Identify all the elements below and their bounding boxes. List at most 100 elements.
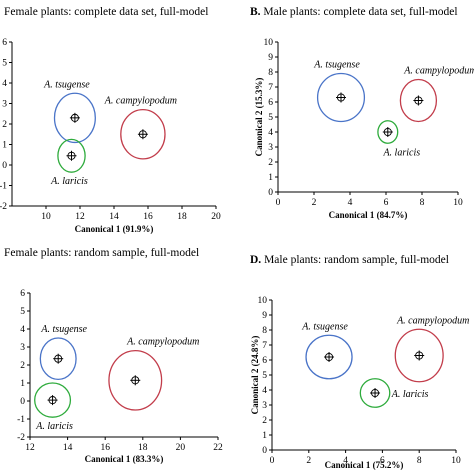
panel-title: D. Male plants: random sample, full-mode… xyxy=(250,254,449,266)
y-tick-label: -1 xyxy=(0,182,7,192)
y-tick-label: 6 xyxy=(20,289,25,299)
x-tick-label: 16 xyxy=(100,443,110,453)
y-tick-label: 0 xyxy=(268,188,273,198)
group-label: A. laricis xyxy=(35,421,73,432)
panel-2: B. Male plants: complete data set, full-… xyxy=(250,6,474,220)
x-tick-label: 20 xyxy=(176,443,186,453)
y-tick-label: 6 xyxy=(268,98,273,108)
y-tick-label: 7 xyxy=(268,83,273,93)
confidence-ellipse xyxy=(34,382,72,418)
x-tick-label: 8 xyxy=(420,198,425,208)
x-tick-label: 8 xyxy=(417,456,422,466)
panel-4: D. Male plants: random sample, full-mode… xyxy=(250,254,469,470)
y-tick-label: -1 xyxy=(17,415,25,425)
x-tick-label: 6 xyxy=(380,456,385,466)
group-label: A. tsugense xyxy=(313,60,360,71)
x-tick-label: 12 xyxy=(75,212,85,222)
x-tick-label: 2 xyxy=(306,456,311,466)
y-tick-label: 8 xyxy=(268,68,273,78)
group-label: A. laricis xyxy=(382,147,420,158)
group-label: A. campylopodum xyxy=(396,315,469,326)
group-label: A. tsugense xyxy=(301,321,348,332)
x-axis-label: Canonical 1 (91.9%) xyxy=(75,224,154,234)
x-axis-label: Canonical 1 (83.3%) xyxy=(85,454,164,464)
y-tick-label: 6 xyxy=(262,356,267,366)
confidence-ellipse xyxy=(57,138,86,173)
panel-letter: D. xyxy=(250,254,261,266)
x-tick-label: 10 xyxy=(453,198,463,208)
x-axis-label: Canonical 1 (75.2%) xyxy=(325,460,404,470)
y-tick-label: 2 xyxy=(262,416,267,426)
group-label: A. laricis xyxy=(50,176,88,187)
y-tick-label: 10 xyxy=(264,38,274,48)
x-tick-label: 18 xyxy=(138,443,148,453)
x-axis-label: Canonical 1 (84.7%) xyxy=(329,210,408,220)
y-axis-label: Canonical 2 (15.3%) xyxy=(254,78,264,157)
x-tick-label: 20 xyxy=(211,212,221,222)
x-tick-label: 10 xyxy=(451,456,461,466)
group-label: A. campylopodum xyxy=(104,96,177,107)
y-tick-label: 2 xyxy=(20,361,25,371)
x-tick-label: 4 xyxy=(343,456,348,466)
y-tick-label: 6 xyxy=(2,38,7,48)
panel-title-text: Female plants: complete data set, full-m… xyxy=(4,6,208,18)
confidence-ellipse xyxy=(394,328,444,383)
group-label: A. tsugense xyxy=(43,79,90,90)
x-tick-label: 10 xyxy=(41,212,51,222)
confidence-ellipse xyxy=(120,109,166,160)
y-tick-label: 9 xyxy=(262,311,267,321)
x-tick-label: 2 xyxy=(312,198,317,208)
y-tick-label: 4 xyxy=(2,79,7,89)
y-tick-label: 2 xyxy=(2,120,7,130)
y-tick-label: 5 xyxy=(2,59,7,69)
x-tick-label: 4 xyxy=(348,198,353,208)
x-tick-label: 22 xyxy=(213,443,223,453)
x-tick-label: 16 xyxy=(143,212,153,222)
y-tick-label: 3 xyxy=(262,401,267,411)
y-tick-label: 4 xyxy=(268,128,273,138)
confidence-ellipse xyxy=(53,92,96,144)
y-tick-label: 1 xyxy=(2,141,7,151)
y-tick-label: 4 xyxy=(20,325,25,335)
x-tick-label: 6 xyxy=(384,198,389,208)
y-tick-label: 5 xyxy=(262,371,267,381)
x-tick-label: 12 xyxy=(25,443,35,453)
y-tick-label: 0 xyxy=(20,397,25,407)
y-tick-label: -2 xyxy=(0,202,7,212)
panel-title: B. Male plants: complete data set, full-… xyxy=(250,6,458,18)
confidence-ellipse xyxy=(108,349,163,411)
y-tick-label: -2 xyxy=(17,433,25,443)
confidence-ellipse xyxy=(316,72,366,123)
y-tick-label: 2 xyxy=(268,158,273,168)
y-tick-label: 0 xyxy=(2,161,7,171)
y-tick-label: 7 xyxy=(262,341,267,351)
confidence-ellipse xyxy=(377,120,399,144)
group-label: A. laricis xyxy=(391,389,429,400)
confidence-ellipse xyxy=(399,78,438,123)
panel-1: Female plants: complete data set, full-m… xyxy=(0,6,221,234)
panel-title-text: Female plants: random sample, full-model xyxy=(4,247,199,259)
y-tick-label: 5 xyxy=(268,113,273,123)
panel-title-text: Male plants: random sample, full-model xyxy=(264,254,449,266)
y-tick-label: 8 xyxy=(262,326,267,336)
y-tick-label: 4 xyxy=(262,386,267,396)
panel-title-text: Male plants: complete data set, full-mod… xyxy=(263,6,457,18)
y-axis-label: Canonical 2 (24.8%) xyxy=(250,336,260,415)
x-tick-label: 18 xyxy=(177,212,187,222)
y-tick-label: 1 xyxy=(262,431,267,441)
confidence-ellipse xyxy=(359,378,391,408)
confidence-ellipse xyxy=(39,337,77,381)
y-tick-label: 1 xyxy=(20,379,25,389)
panel-title: Female plants: complete data set, full-m… xyxy=(4,6,208,18)
x-tick-label: 14 xyxy=(109,212,119,222)
y-tick-label: 3 xyxy=(20,343,25,353)
y-tick-label: 9 xyxy=(268,53,273,63)
y-tick-label: 5 xyxy=(20,307,25,317)
panel-title: Female plants: random sample, full-model xyxy=(4,247,199,259)
group-label: A. campylopodum xyxy=(126,337,199,348)
y-tick-label: 3 xyxy=(2,100,7,110)
confidence-ellipse xyxy=(305,334,353,380)
panel-letter: B. xyxy=(250,6,261,18)
group-label: A. campylopodum xyxy=(403,66,474,77)
